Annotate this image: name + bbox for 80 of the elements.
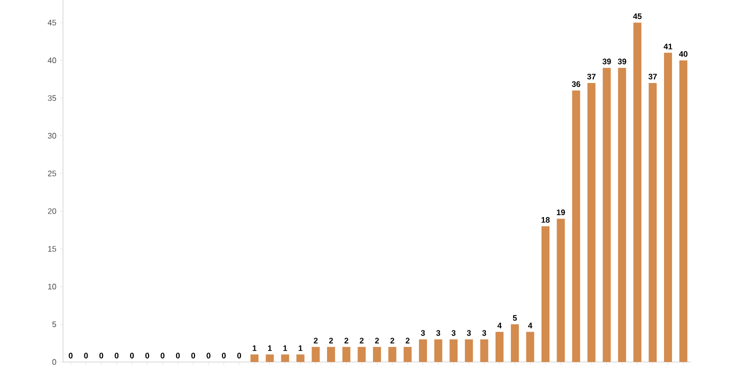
bar <box>404 346 412 362</box>
y-tick-label: 30 <box>48 132 56 139</box>
bar <box>633 22 642 362</box>
y-tick-label: 35 <box>48 95 56 101</box>
data-label: 0 <box>145 352 150 358</box>
data-label: 2 <box>390 338 394 344</box>
data-label: 0 <box>237 352 242 358</box>
data-label: 0 <box>191 352 196 358</box>
bar <box>312 346 320 362</box>
data-label: 3 <box>466 330 471 336</box>
bar <box>541 226 550 362</box>
bar <box>572 90 580 362</box>
y-tick-label: 20 <box>48 208 56 214</box>
y-tick-label: 15 <box>48 246 56 252</box>
data-label: 2 <box>360 338 364 344</box>
y-tick-label: 25 <box>48 170 56 176</box>
bar <box>418 339 427 362</box>
data-label: 4 <box>497 322 502 328</box>
data-label: 18 <box>542 217 550 223</box>
bar <box>526 332 534 362</box>
bar <box>618 68 626 362</box>
data-label: 0 <box>160 352 164 358</box>
data-label: 0 <box>176 352 180 358</box>
y-tick-label: 5 <box>52 322 56 328</box>
data-label: 0 <box>206 352 210 358</box>
data-label: 0 <box>99 352 104 358</box>
bar <box>296 354 304 362</box>
bar <box>266 354 274 362</box>
data-label: 19 <box>556 210 565 216</box>
data-label: 37 <box>648 74 657 80</box>
bar <box>250 354 258 362</box>
bar <box>587 82 596 362</box>
bar <box>556 218 565 362</box>
data-label: 1 <box>252 345 256 351</box>
data-label: 0 <box>114 352 119 358</box>
data-label: 3 <box>452 330 456 336</box>
data-label: 3 <box>436 330 440 336</box>
data-label: 3 <box>482 330 486 336</box>
data-label: 2 <box>406 338 410 344</box>
bar <box>450 339 458 362</box>
y-tick-label: 45 <box>48 20 56 26</box>
data-label: 0 <box>222 352 226 358</box>
bar <box>358 346 366 362</box>
data-label: 2 <box>344 338 348 344</box>
data-label: 2 <box>314 338 318 344</box>
bar <box>648 82 657 362</box>
bar <box>480 339 488 362</box>
bar <box>496 332 504 362</box>
data-label: 40 <box>679 51 688 57</box>
data-label: 0 <box>84 352 88 358</box>
data-label: 0 <box>68 352 73 358</box>
bar <box>327 346 336 362</box>
bar <box>373 346 381 362</box>
data-label: 37 <box>587 74 596 80</box>
y-tick-label: 10 <box>48 284 56 290</box>
data-label: 1 <box>298 345 302 351</box>
bar <box>679 60 688 362</box>
y-tick-label: 0 <box>52 359 56 365</box>
bar <box>388 346 396 362</box>
bar <box>434 339 442 362</box>
data-label: 2 <box>375 338 379 344</box>
bar <box>664 52 672 362</box>
bar <box>510 324 519 362</box>
data-label: 2 <box>329 338 333 344</box>
data-label: 4 <box>528 322 532 328</box>
data-label: 3 <box>420 330 425 336</box>
data-label: 41 <box>664 44 672 50</box>
y-tick-label: 40 <box>48 58 56 64</box>
data-label: 1 <box>283 345 288 351</box>
data-label: 45 <box>633 14 642 20</box>
bar <box>281 354 290 362</box>
data-label: 39 <box>602 58 611 64</box>
data-label: 36 <box>572 81 580 87</box>
data-label: 1 <box>268 345 272 351</box>
data-label: 5 <box>512 315 517 321</box>
bar <box>464 339 473 362</box>
data-label: 0 <box>130 352 134 358</box>
bar <box>602 68 611 362</box>
data-label: 39 <box>618 58 626 64</box>
bar <box>342 346 350 362</box>
